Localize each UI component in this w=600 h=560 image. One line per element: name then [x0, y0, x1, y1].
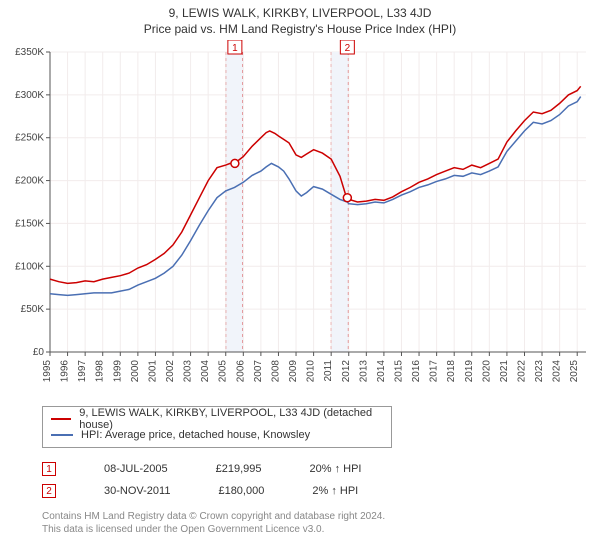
transaction-date: 08-JUL-2005: [104, 463, 168, 475]
svg-text:2014: 2014: [376, 360, 387, 383]
svg-text:£0: £0: [33, 347, 45, 358]
transaction-price: £219,995: [216, 463, 262, 475]
chart-title-address: 9, LEWIS WALK, KIRKBY, LIVERPOOL, L33 4J…: [8, 6, 592, 20]
svg-text:2000: 2000: [130, 360, 141, 383]
svg-text:2013: 2013: [358, 360, 369, 383]
svg-text:2025: 2025: [569, 360, 580, 383]
svg-text:2009: 2009: [288, 360, 299, 383]
transaction-pct: 2% ↑ HPI: [312, 485, 358, 497]
svg-text:£250K: £250K: [15, 133, 44, 144]
legend-label: HPI: Average price, detached house, Know…: [81, 429, 310, 441]
svg-text:2010: 2010: [306, 360, 317, 383]
svg-text:2007: 2007: [253, 360, 264, 383]
transactions-table: 1 08-JUL-2005 £219,995 20% ↑ HPI 2 30-NO…: [42, 458, 582, 502]
svg-text:2006: 2006: [235, 360, 246, 383]
svg-text:1999: 1999: [112, 360, 123, 383]
svg-text:1995: 1995: [42, 360, 53, 383]
svg-text:1997: 1997: [77, 360, 88, 383]
svg-text:1996: 1996: [60, 360, 71, 383]
svg-text:2003: 2003: [183, 360, 194, 383]
transaction-date: 30-NOV-2011: [104, 485, 170, 497]
svg-text:2011: 2011: [323, 360, 334, 382]
svg-text:£300K: £300K: [15, 90, 44, 101]
svg-text:£150K: £150K: [15, 218, 44, 229]
transaction-marker-icon: 1: [42, 462, 56, 476]
svg-text:2016: 2016: [411, 360, 422, 383]
svg-text:1: 1: [232, 43, 238, 54]
svg-text:2012: 2012: [341, 360, 352, 383]
footer: Contains HM Land Registry data © Crown c…: [42, 510, 582, 536]
svg-text:2020: 2020: [481, 360, 492, 383]
legend-swatch: [51, 434, 73, 436]
svg-text:£100K: £100K: [15, 261, 44, 272]
transaction-row: 1 08-JUL-2005 £219,995 20% ↑ HPI: [42, 458, 582, 480]
svg-text:2002: 2002: [165, 360, 176, 383]
svg-text:2001: 2001: [147, 360, 158, 383]
svg-text:2008: 2008: [270, 360, 281, 383]
svg-text:2021: 2021: [499, 360, 510, 383]
svg-text:2004: 2004: [200, 360, 211, 383]
svg-text:£50K: £50K: [21, 304, 45, 315]
footer-line: This data is licensed under the Open Gov…: [42, 523, 582, 536]
footer-line: Contains HM Land Registry data © Crown c…: [42, 510, 582, 523]
transaction-marker-icon: 2: [42, 484, 56, 498]
chart-svg: £0 £50K £100K £150K £200K £250K £300K £350K 1995…: [8, 40, 592, 400]
svg-text:1998: 1998: [95, 360, 106, 383]
legend-label: 9, LEWIS WALK, KIRKBY, LIVERPOOL, L33 4J…: [79, 407, 383, 431]
svg-text:2019: 2019: [464, 360, 475, 383]
legend-swatch: [51, 418, 71, 420]
svg-text:2023: 2023: [534, 360, 545, 383]
svg-text:£350K: £350K: [15, 47, 44, 58]
transaction-price: £180,000: [218, 485, 264, 497]
transaction-row: 2 30-NOV-2011 £180,000 2% ↑ HPI: [42, 480, 582, 502]
svg-text:2024: 2024: [552, 360, 563, 383]
svg-text:2: 2: [345, 43, 351, 54]
svg-text:2005: 2005: [218, 360, 229, 383]
chart: £0 £50K £100K £150K £200K £250K £300K £350K 1995…: [8, 40, 592, 400]
svg-text:2018: 2018: [446, 360, 457, 383]
svg-text:£200K: £200K: [15, 176, 44, 187]
transaction-pct: 20% ↑ HPI: [309, 463, 361, 475]
svg-text:2022: 2022: [516, 360, 527, 383]
legend: 9, LEWIS WALK, KIRKBY, LIVERPOOL, L33 4J…: [42, 406, 392, 448]
svg-text:2015: 2015: [393, 360, 404, 383]
legend-item: 9, LEWIS WALK, KIRKBY, LIVERPOOL, L33 4J…: [51, 411, 383, 427]
svg-text:2017: 2017: [429, 360, 440, 383]
chart-title-sub: Price paid vs. HM Land Registry's House …: [8, 22, 592, 36]
